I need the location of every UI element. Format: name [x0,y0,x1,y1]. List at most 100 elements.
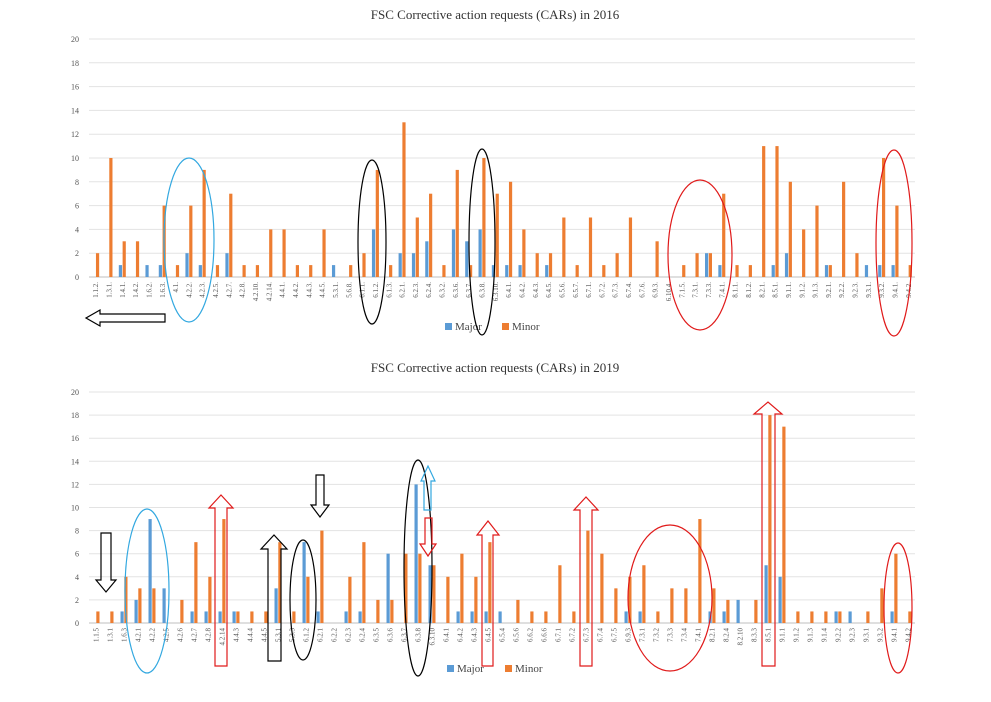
x-tick-label: 6.7.2. [598,282,606,298]
chart-title: FSC Corrective action requests (CARs) in… [371,360,619,375]
x-tick-label: 6.5.6 [513,628,521,643]
x-tick-label: 9.1.1. [785,282,793,298]
bar-minor [278,542,282,623]
x-tick-label: 7.3.1. [692,282,700,298]
x-tick-label: 6.7.6. [638,282,646,298]
x-tick-label: 6.1.3. [385,282,393,298]
bar-minor [124,576,128,623]
x-tick-label: 6.3.8. [479,282,487,298]
x-tick-label: 4.4.2. [292,282,300,298]
x-tick-label: 6.4.1 [443,628,451,643]
x-tick-label: 8.2.4 [723,628,731,643]
x-tick-label: 1.4.2. [132,282,140,298]
x-tick-label: 6.5.7. [572,282,580,298]
bar-major [624,611,628,623]
bar-minor [508,181,513,277]
bar-minor [775,146,779,277]
bar-major [505,265,509,277]
x-tick-label: 4.2.10. [252,282,260,302]
bar-minor [788,181,792,277]
bar-minor [418,553,422,623]
bar-minor [460,553,464,623]
x-tick-label: 9.4.2 [905,628,913,643]
y-tick-label: 2 [75,596,79,605]
bar-minor [602,265,606,277]
bar-minor [109,158,113,277]
x-tick-label: 6.3.6 [387,628,395,643]
bar-minor [488,542,492,623]
y-tick-label: 12 [71,130,79,139]
x-tick-label: 7.3.3. [705,282,713,298]
x-tick-label: 9.1.3 [807,628,815,643]
x-tick-label: 6.7.3. [612,282,620,298]
red-ellipse-annotation [883,542,913,674]
bar-minor [615,253,619,277]
bar-major [428,565,432,623]
x-tick-label: 9.1.4 [821,628,829,643]
x-tick-label: 6.1.2 [303,628,311,643]
y-tick-label: 20 [71,388,79,397]
bar-major [736,599,740,623]
bar-minor [588,217,593,277]
bar-minor [815,205,819,277]
bar-minor [535,253,539,277]
black-ellipse-annotation [468,148,496,336]
x-tick-label: 6.5.4 [499,628,507,643]
bar-minor [242,265,246,277]
x-tick-label: 4.2.5 [163,628,171,643]
y-tick-label: 6 [75,202,79,211]
x-tick-label: 4.4.5 [261,628,269,643]
y-tick-label: 16 [71,434,79,443]
red-ellipse-annotation [667,179,733,331]
x-tick-label: 9.4.2. [905,282,913,298]
x-tick-label: 7.3.3 [667,628,675,643]
x-tick-label: 6.4.3. [532,282,540,298]
bar-minor [194,542,198,623]
x-tick-label: 8.2.1 [709,628,717,643]
x-axis: 1.1.2. 1.3.1. 1.4.1. 1.4.2. 1.6.2. 1.6.3. 4.1.… [92,282,913,302]
y-tick-label: 6 [75,550,79,559]
x-tick-label: 7.3.1 [639,628,647,643]
y-axis: 0 2 4 6 8 10 12 14 16 18 20 [71,388,79,628]
x-tick-label: 6.2.1 [317,628,325,643]
bar-minor [404,553,408,623]
x-tick-label: 4.2.8. [239,282,247,298]
bar-minor [255,265,260,277]
x-tick-label: 8.1.2. [745,282,753,298]
bar-minor [726,599,730,623]
x-tick-label: 4.4.3. [305,282,313,298]
x-tick-label: 5.3.1. [332,282,340,298]
y-tick-label: 18 [71,411,79,420]
x-tick-label: 7.3.2 [653,628,661,643]
bar-minor [309,265,313,277]
bar-minor [586,530,590,623]
x-tick-label: 4.2.2. [185,282,193,298]
x-tick-label: 6.7.1. [585,282,593,298]
x-tick-label: 6.3.7 [401,628,409,643]
bar-minor [522,229,526,277]
bar-minor [362,253,366,277]
x-tick-label: 6.3.10 [429,628,437,646]
bar-minor [264,611,268,623]
black-down-arrow-annotation [94,532,118,593]
bar-major [848,611,852,623]
bar-minor [375,169,379,277]
bar-minor [389,265,393,277]
x-tick-label: 4.4.1. [279,282,287,298]
bar-major [824,265,829,277]
x-tick-label: 9.2.2 [835,628,843,643]
y-tick-label: 20 [71,35,79,44]
x-tick-label: 4.1. [172,282,180,293]
x-tick-label: 6.6.2 [527,628,535,643]
bar-major [185,253,189,277]
x-tick-label: 6.7.3 [583,628,591,643]
bar-major [386,553,390,623]
x-tick-label: 8.3.3 [751,628,759,643]
bar-minor [530,611,534,623]
bar-major [638,611,642,623]
legend-label-minor: Minor [515,663,543,675]
bar-minor [842,181,846,277]
cyan-up-arrow-annotation [420,464,436,511]
x-tick-label: 6.2.4. [425,282,433,298]
red-down-arrow-annotation [418,517,438,558]
